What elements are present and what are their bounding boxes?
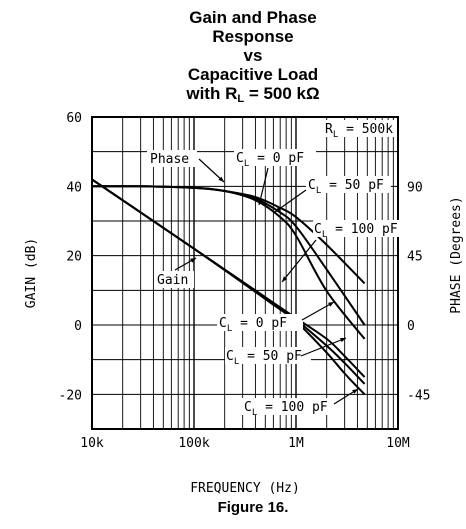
- rl-label: RL = 500k: [325, 122, 393, 140]
- title-line-5-suffix: = 500 kΩ: [244, 84, 320, 103]
- x-tick-label: 1M: [288, 436, 304, 451]
- phase-cl100-arrow-head: [282, 276, 288, 282]
- title-line-4: Capacitive Load: [187, 65, 319, 84]
- gain-cl-0pf-label: CL = 0 pF: [219, 316, 287, 334]
- phase-curve-100pf: [91, 185, 366, 340]
- gain-cl100-bg: [242, 398, 338, 415]
- phase-arrow-head: [218, 176, 224, 182]
- gain-cl0-arrow: [301, 301, 335, 321]
- y-tick-label: 40: [66, 180, 82, 195]
- chart-title: Gain and Phase Response vs Capacitive Lo…: [88, 8, 418, 109]
- gain-cl50-arrow-head: [340, 338, 346, 343]
- phase-cl100-arrow: [281, 239, 317, 283]
- gain-cl-100pf-label: CL = 100 pF: [244, 400, 328, 418]
- y-tick-label: 20: [66, 250, 82, 265]
- title-line-2: Response: [212, 27, 294, 46]
- phase-arrow: [198, 158, 225, 183]
- gain-arrow-head: [190, 258, 196, 263]
- phase-cl0-arrow: [258, 167, 269, 206]
- y2-tick-label: 0: [407, 319, 415, 334]
- y2-tick-label: 45: [407, 250, 423, 265]
- plot-frame: [91, 116, 399, 430]
- phase-cl50-bg: [306, 176, 391, 193]
- gain-cl50-arrow: [300, 337, 347, 357]
- gain-cl50-bg: [225, 347, 311, 364]
- y-tick-label: -20: [59, 388, 82, 403]
- x-axis-label: FREQUENCY (Hz): [190, 481, 300, 496]
- phase-cl100-bg: [313, 220, 399, 237]
- tick-labels: 10k 100k 1M 10M -20 0 20 40 60 -45 0 45 90: [59, 111, 431, 451]
- title-line-5: with RL = 500 kΩ: [88, 84, 418, 109]
- y-tick-label: 60: [66, 111, 82, 126]
- y-axis-label: GAIN (dB): [24, 238, 39, 308]
- gain-cl0-arrow-head: [328, 302, 334, 307]
- x-tick-label: 10M: [386, 436, 410, 451]
- figure-caption: Figure 16.: [217, 499, 289, 516]
- gain-cl-50pf-label: CL = 50 pF: [226, 349, 302, 367]
- rl-label-bg: [322, 120, 396, 137]
- title-line-1: Gain and Phase: [189, 8, 317, 27]
- phase-label-bg: [147, 150, 197, 167]
- y2-axis-label: PHASE (Degrees): [449, 196, 464, 313]
- gain-cl100-arrow-head: [352, 389, 358, 394]
- title-line-3: vs: [243, 46, 263, 65]
- phase-cl50-arrow: [274, 189, 307, 213]
- phase-label: Phase: [150, 152, 189, 167]
- x-tick-label: 10k: [80, 436, 104, 451]
- phase-cl-0pf-label: CL = 0 pF: [236, 151, 304, 169]
- phase-cl-50pf-label: CL = 50 pF: [308, 178, 384, 196]
- phase-cl0-arrow-head: [258, 199, 263, 205]
- y2-tick-label: 90: [407, 180, 423, 195]
- phase-cl0-bg: [234, 149, 316, 166]
- gain-cl0-bg: [217, 314, 303, 331]
- gain-label-bg: [154, 271, 194, 288]
- title-line-5-subscript: L: [237, 93, 245, 105]
- y-tick-label: 0: [74, 319, 82, 334]
- phase-cl-100pf-label: CL = 100 pF: [314, 222, 398, 240]
- x-tick-label: 100k: [178, 436, 209, 451]
- y2-tick-label: -45: [407, 388, 430, 403]
- gain-label: Gain: [157, 273, 188, 288]
- title-line-5-prefix: with R: [186, 84, 238, 103]
- phase-cl50-arrow-head: [275, 207, 281, 212]
